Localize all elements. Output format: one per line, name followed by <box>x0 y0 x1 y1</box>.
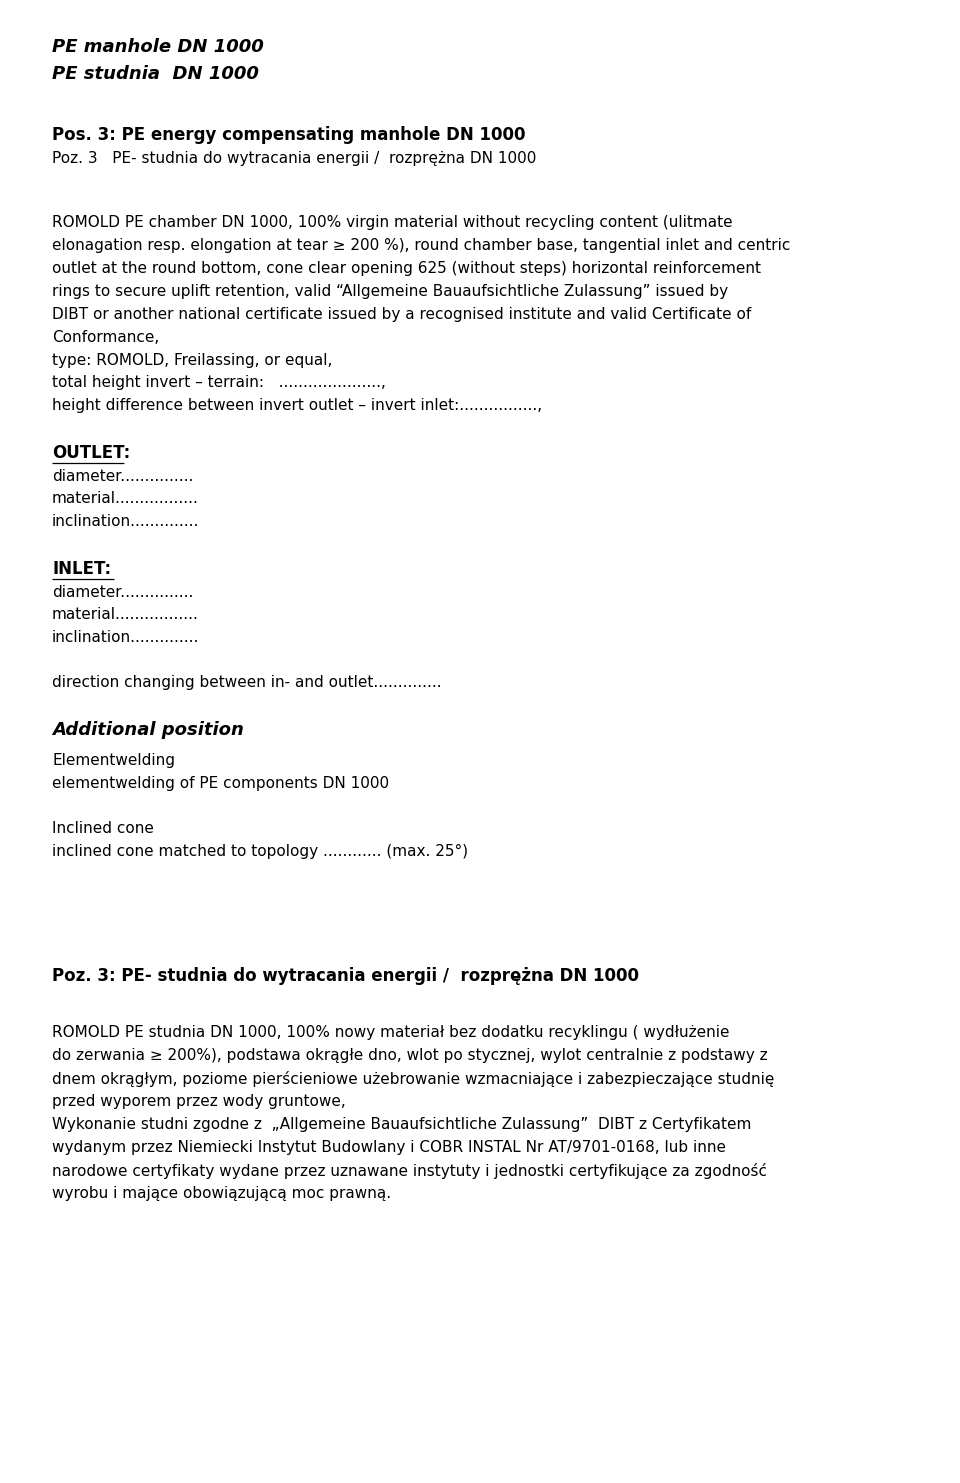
Text: type: ROMOLD, Freilassing, or equal,: type: ROMOLD, Freilassing, or equal, <box>52 353 332 368</box>
Text: direction changing between in- and outlet..............: direction changing between in- and outle… <box>52 675 442 691</box>
Text: material.................: material................. <box>52 491 199 507</box>
Text: wyrobu i mające obowiązującą moc prawną.: wyrobu i mające obowiązującą moc prawną. <box>52 1186 391 1201</box>
Text: Poz. 3   PE- studnia do wytracania energii /  rozprężna DN 1000: Poz. 3 PE- studnia do wytracania energii… <box>52 150 537 166</box>
Text: PE manhole DN 1000: PE manhole DN 1000 <box>52 39 264 56</box>
Text: Elementwelding: Elementwelding <box>52 753 175 768</box>
Text: Poz. 3: PE- studnia do wytracania energii /  rozprężna DN 1000: Poz. 3: PE- studnia do wytracania energi… <box>52 967 639 985</box>
Text: inclination..............: inclination.............. <box>52 630 200 645</box>
Text: elonagation resp. elongation at tear ≥ 200 %), round chamber base, tangential in: elonagation resp. elongation at tear ≥ 2… <box>52 237 790 254</box>
Text: diameter...............: diameter............... <box>52 584 193 599</box>
Text: diameter...............: diameter............... <box>52 469 193 483</box>
Text: rings to secure uplift retention, valid “Allgemeine Bauaufsichtliche Zulassung” : rings to secure uplift retention, valid … <box>52 283 728 300</box>
Text: outlet at the round bottom, cone clear opening 625 (without steps) horizontal re: outlet at the round bottom, cone clear o… <box>52 261 761 276</box>
Text: dnem okrągłym, poziome pierścieniowe użebrowanie wzmacniające i zabezpieczające : dnem okrągłym, poziome pierścieniowe uże… <box>52 1071 775 1087</box>
Text: wydanym przez Niemiecki Instytut Budowlany i COBR INSTAL Nr AT/9701-0168, lub in: wydanym przez Niemiecki Instytut Budowla… <box>52 1140 726 1155</box>
Text: Conformance,: Conformance, <box>52 329 159 344</box>
Text: Additional position: Additional position <box>52 721 244 739</box>
Text: DIBT or another national certificate issued by a recognised institute and valid : DIBT or another national certificate iss… <box>52 307 752 322</box>
Text: Wykonanie studni zgodne z  „Allgemeine Bauaufsichtliche Zulassung”  DIBT z Certy: Wykonanie studni zgodne z „Allgemeine Ba… <box>52 1117 752 1132</box>
Text: ROMOLD PE studnia DN 1000, 100% nowy materiał bez dodatku recyklingu ( wydłużeni: ROMOLD PE studnia DN 1000, 100% nowy mat… <box>52 1026 730 1041</box>
Text: PE studnia  DN 1000: PE studnia DN 1000 <box>52 65 259 83</box>
Text: do zerwania ≥ 200%), podstawa okrągłe dno, wlot po stycznej, wylot centralnie z : do zerwania ≥ 200%), podstawa okrągłe dn… <box>52 1048 768 1063</box>
Text: ROMOLD PE chamber DN 1000, 100% virgin material without recycling content (ulitm: ROMOLD PE chamber DN 1000, 100% virgin m… <box>52 215 732 230</box>
Text: Pos. 3: PE energy compensating manhole DN 1000: Pos. 3: PE energy compensating manhole D… <box>52 126 525 144</box>
Text: height difference between invert outlet – invert inlet:................,: height difference between invert outlet … <box>52 399 542 414</box>
Text: elementwelding of PE components DN 1000: elementwelding of PE components DN 1000 <box>52 776 389 792</box>
Text: total height invert – terrain:   .....................,: total height invert – terrain: .........… <box>52 375 386 390</box>
Text: narodowe certyfikaty wydane przez uznawane instytuty i jednostki certyfikujące z: narodowe certyfikaty wydane przez uznawa… <box>52 1163 767 1179</box>
Text: inclination..............: inclination.............. <box>52 515 200 529</box>
Text: inclined cone matched to topology ............ (max. 25°): inclined cone matched to topology ......… <box>52 844 468 859</box>
Text: Inclined cone: Inclined cone <box>52 822 154 836</box>
Text: przed wyporem przez wody gruntowe,: przed wyporem przez wody gruntowe, <box>52 1094 346 1109</box>
Text: material.................: material................. <box>52 608 199 623</box>
Text: INLET:: INLET: <box>52 559 111 577</box>
Text: OUTLET:: OUTLET: <box>52 443 131 461</box>
